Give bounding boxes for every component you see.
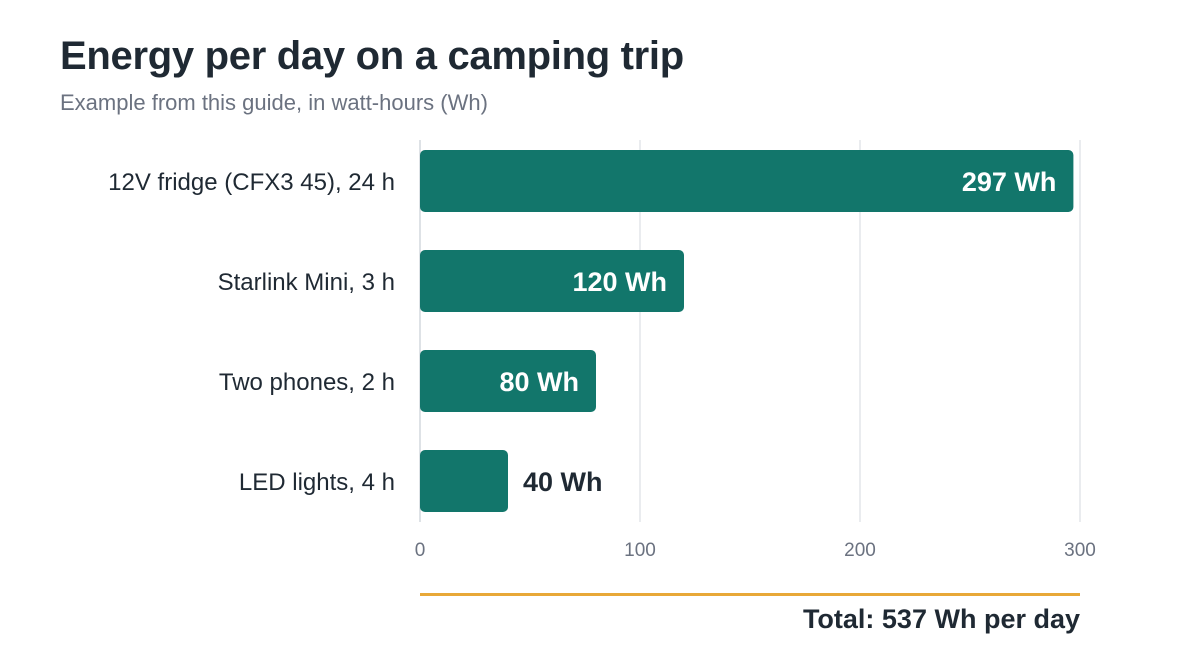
bar (420, 450, 508, 512)
chart-title: Energy per day on a camping trip (60, 34, 684, 78)
category-label: Starlink Mini, 3 h (218, 269, 395, 296)
value-label: 297 Wh (962, 167, 1057, 197)
x-tick-label: 100 (624, 540, 656, 561)
value-label: 120 Wh (572, 267, 667, 297)
total-divider (420, 593, 1080, 596)
value-label: 80 Wh (499, 367, 579, 397)
category-label: 12V fridge (CFX3 45), 24 h (108, 169, 395, 196)
bar (420, 350, 596, 412)
bar (420, 150, 1074, 212)
category-label: Two phones, 2 h (219, 369, 395, 396)
total-label: Total: 537 Wh per day (802, 604, 1080, 634)
category-label: LED lights, 4 h (239, 469, 395, 496)
bar-chart: 0 100 200 300 12V fridge (CFX3 45), 24 h 297 … (108, 140, 1096, 561)
x-tick-label: 300 (1064, 540, 1096, 561)
bar (420, 250, 684, 312)
value-label: 40 Wh (523, 467, 603, 497)
chart-subtitle: Example from this guide, in watt-hours (… (60, 90, 488, 115)
x-tick-label: 0 (415, 540, 426, 561)
x-tick-label: 200 (844, 540, 876, 561)
